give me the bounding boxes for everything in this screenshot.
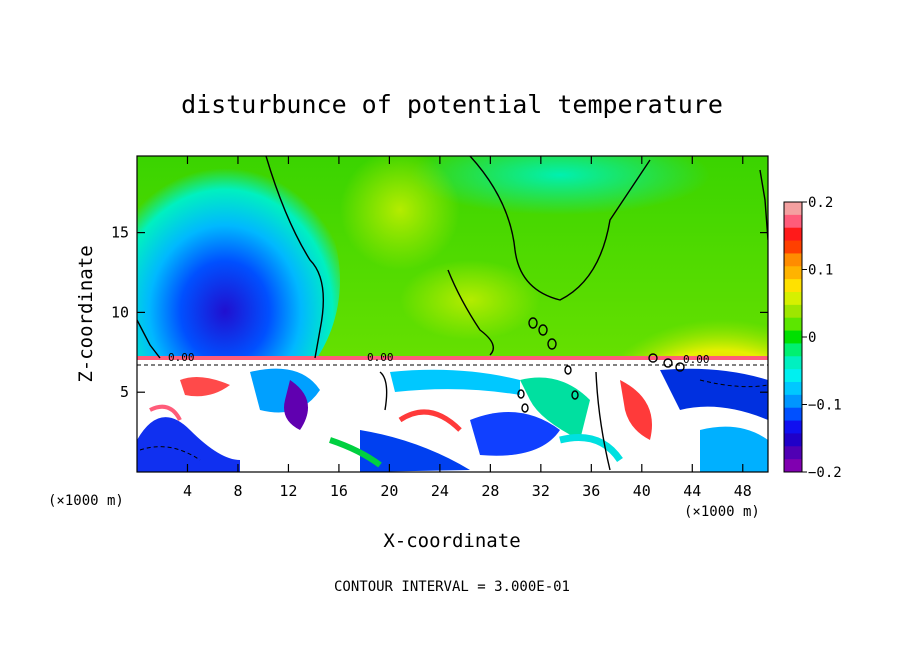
colorbar-swatch [784, 253, 802, 267]
x-tick-label: 40 [633, 482, 651, 500]
colorbar-swatch [784, 279, 802, 293]
x-tick-label: 32 [532, 482, 550, 500]
x-tick-label: 20 [380, 482, 398, 500]
colorbar-swatch [784, 317, 802, 332]
colorbar-tick-label: 0.2 [808, 195, 833, 211]
x-tick-label: 16 [330, 482, 348, 500]
colorbar-tick-label: −0.2 [808, 465, 842, 481]
contour-label: 0.00 [683, 353, 710, 366]
colorbar-swatch [784, 304, 802, 319]
y-axis: 5 10 15 [111, 224, 768, 401]
contour-value-labels: 0.00 0.00 0.00 [168, 351, 710, 366]
y-tick-label: 10 [111, 303, 129, 321]
x-tick-label: 12 [279, 482, 297, 500]
colorbar-swatch [784, 407, 802, 422]
contour-interval-note: CONTOUR INTERVAL = 3.000E-01 [334, 579, 570, 595]
colorbar-tick-label: −0.1 [808, 398, 842, 414]
colorbar-swatch [784, 266, 802, 280]
colorbar-swatch [784, 330, 802, 344]
colorbar-swatch [784, 446, 802, 460]
plot-frame [136, 155, 769, 473]
x-tick-label: 8 [233, 482, 242, 500]
colorbar-swatch [784, 459, 802, 473]
small-contour-loops [517, 317, 685, 413]
mid-warm-patch [340, 156, 460, 270]
colorbar-swatch [784, 292, 802, 306]
colorbar-swatch [784, 369, 802, 383]
colorbar-swatch [784, 382, 802, 396]
y-tick-label: 15 [111, 224, 129, 242]
x-axis-title: X-coordinate [383, 530, 520, 552]
colorbar-swatch [784, 356, 802, 370]
x-tick-label: 24 [431, 482, 449, 500]
mid-cool-band [410, 156, 710, 215]
lower-turbulent-patches [137, 368, 768, 472]
mid-warm-patch-2 [400, 260, 540, 340]
contour-lines [137, 156, 768, 471]
x-unit-left: (×1000 m) [48, 493, 124, 509]
colorbar-swatch [784, 202, 802, 216]
chart-title: disturbunce of potential temperature [181, 90, 723, 119]
x-tick-label: 44 [683, 482, 701, 500]
y-axis-title: Z-coordinate [75, 245, 97, 382]
colorbar-swatch [784, 227, 802, 242]
x-tick-label: 48 [734, 482, 752, 500]
contour-label: 0.00 [367, 351, 394, 364]
colorbar-swatch [784, 420, 802, 434]
colorbar-swatch [784, 214, 802, 229]
y-tick-label: 5 [120, 383, 129, 401]
dashed-contours [137, 364, 768, 461]
contour-label: 0.00 [168, 351, 195, 364]
x-unit-right: (×1000 m) [684, 504, 760, 520]
inversion-line [137, 356, 768, 360]
colorbar-swatch [784, 240, 802, 254]
x-tick-label: 28 [481, 482, 499, 500]
colorbar-tick-label: 0.1 [808, 263, 833, 279]
colorbar-swatch [784, 433, 802, 447]
plot-area [137, 156, 768, 472]
x-axis: 4 8 12 16 20 24 28 32 36 40 44 48 [183, 156, 752, 500]
colorbar-swatch [784, 394, 802, 409]
x-tick-label: 4 [183, 482, 192, 500]
colorbar: 0.2 0.1 0 −0.1 −0.2 [783, 195, 842, 481]
colorbar-swatch [784, 343, 802, 357]
colorbar-tick-label: 0 [808, 330, 816, 346]
x-tick-label: 36 [582, 482, 600, 500]
